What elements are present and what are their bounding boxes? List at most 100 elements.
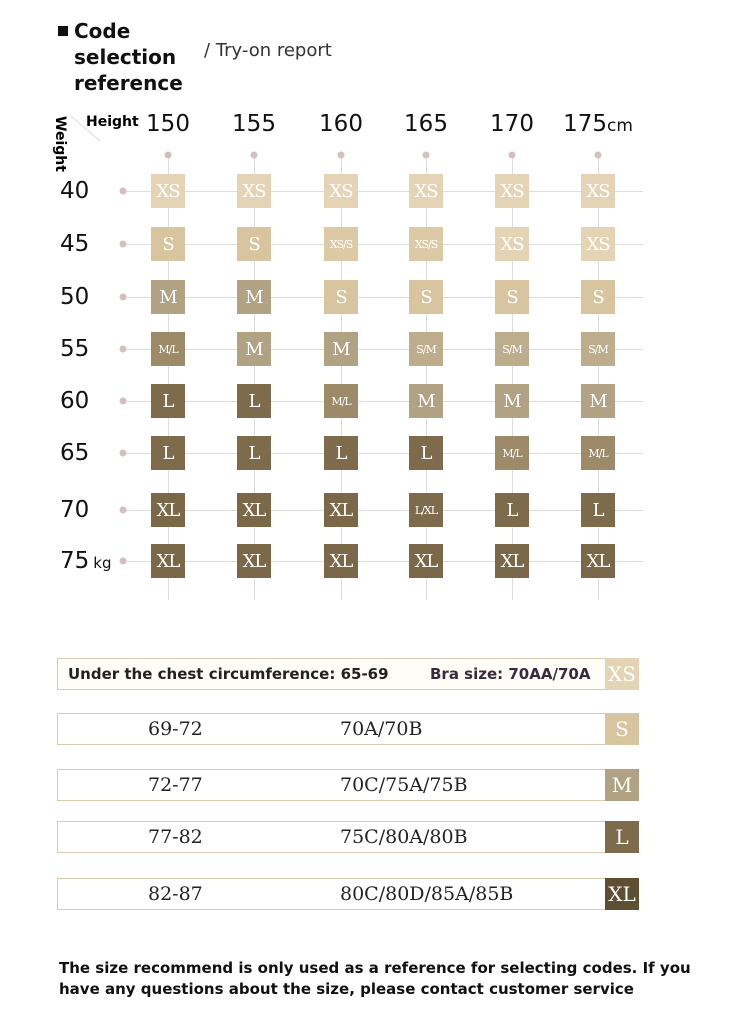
size-cell: L	[409, 436, 443, 470]
size-cell: L	[151, 384, 185, 418]
bra-size: 70C/75A/75B	[340, 774, 468, 796]
weight-value: 55	[60, 336, 90, 362]
grid-column-line	[512, 155, 513, 600]
size-cell: M	[151, 280, 185, 314]
size-cell: XL	[324, 544, 358, 578]
height-value: 165	[404, 111, 448, 137]
size-badge: XL	[605, 878, 639, 910]
height-value: 150	[146, 111, 190, 137]
size-cell: M	[237, 332, 271, 366]
row-dot	[119, 557, 127, 565]
grid-row-line	[123, 453, 643, 454]
bra-size-row: 69-72 70A/70B S	[57, 713, 639, 745]
column-dot	[594, 151, 602, 159]
weight-label: Weight	[52, 116, 68, 172]
weight-header: 70	[60, 497, 89, 523]
column-dot	[337, 151, 345, 159]
size-badge: M	[605, 769, 639, 801]
grid-row-line	[123, 191, 643, 192]
weight-header: 40	[60, 178, 89, 204]
size-cell: XL	[409, 544, 443, 578]
size-cell: XL	[581, 544, 615, 578]
size-cell: XS	[237, 174, 271, 208]
size-cell: M/L	[324, 384, 358, 418]
bra-size-row: 82-87 80C/80D/85A/85B XL	[57, 878, 639, 910]
size-cell: M	[409, 384, 443, 418]
size-cell: M	[324, 332, 358, 366]
weight-value: 50	[60, 284, 90, 310]
grid-row-line	[123, 510, 643, 511]
size-cell: S	[237, 227, 271, 261]
height-unit: cm	[606, 116, 633, 136]
size-cell: M	[237, 280, 271, 314]
size-cell: XL	[495, 544, 529, 578]
size-cell: L/XL	[409, 493, 443, 527]
height-header: 150	[146, 111, 190, 137]
weight-value: 45	[60, 231, 90, 257]
column-dot	[508, 151, 516, 159]
weight-header: 75 kg	[60, 548, 112, 574]
chest-range: 69-72	[148, 718, 203, 740]
row-dot	[119, 345, 127, 353]
grid-column-line	[598, 155, 599, 600]
size-cell: M	[495, 384, 529, 418]
grid-column-line	[168, 155, 169, 600]
grid-row-line	[123, 349, 643, 350]
height-label: Height	[86, 114, 139, 130]
weight-unit: kg	[93, 554, 112, 572]
chest-range: 82-87	[148, 883, 203, 905]
size-badge: L	[605, 821, 639, 853]
grid-row-line	[123, 297, 643, 298]
height-header: 160	[319, 111, 363, 137]
size-cell: XL	[151, 493, 185, 527]
size-cell: S	[151, 227, 185, 261]
size-cell: S/M	[409, 332, 443, 366]
height-value: 155	[232, 111, 276, 137]
row-dot	[119, 449, 127, 457]
height-header: 165	[404, 111, 448, 137]
row-dot	[119, 397, 127, 405]
size-badge: S	[605, 713, 639, 745]
size-cell: XS/S	[409, 227, 443, 261]
column-dot	[164, 151, 172, 159]
height-header: 175cm	[563, 111, 633, 137]
size-cell: XS	[324, 174, 358, 208]
bra-size-row: 72-77 70C/75A/75B M	[57, 769, 639, 801]
bra-size: 80C/80D/85A/85B	[340, 883, 514, 905]
height-header: 170	[490, 111, 534, 137]
weight-header: 45	[60, 231, 89, 257]
size-cell: L	[495, 493, 529, 527]
chest-range: Under the chest circumference: 65-69	[68, 665, 389, 683]
size-cell: S/M	[495, 332, 529, 366]
disclaimer-note: The size recommend is only used as a ref…	[59, 959, 691, 998]
size-cell: XL	[237, 544, 271, 578]
height-header: 155	[232, 111, 276, 137]
grid-row-line	[123, 401, 643, 402]
bra-size-row: 77-82 75C/80A/80B L	[57, 821, 639, 853]
page-title: Code selection reference	[58, 18, 184, 96]
square-bullet-icon	[58, 26, 68, 36]
size-cell: XS	[495, 227, 529, 261]
size-cell: L	[237, 384, 271, 418]
height-value: 175	[563, 111, 607, 137]
row-dot	[119, 240, 127, 248]
weight-value: 75	[60, 548, 90, 574]
bra-size: Bra size: 70AA/70A	[430, 665, 591, 683]
grid-row-line	[123, 561, 643, 562]
size-cell: XS	[409, 174, 443, 208]
size-cell: M	[581, 384, 615, 418]
size-cell: XS	[495, 174, 529, 208]
height-value: 160	[319, 111, 363, 137]
grid-column-line	[426, 155, 427, 600]
row-dot	[119, 293, 127, 301]
weight-header: 65	[60, 440, 89, 466]
size-cell: L	[151, 436, 185, 470]
row-dot	[119, 187, 127, 195]
chest-range: 77-82	[148, 826, 203, 848]
grid-column-line	[254, 155, 255, 600]
size-cell: XS	[151, 174, 185, 208]
size-cell: S/M	[581, 332, 615, 366]
size-cell: M/L	[151, 332, 185, 366]
size-cell: S	[581, 280, 615, 314]
bra-size: 75C/80A/80B	[340, 826, 468, 848]
